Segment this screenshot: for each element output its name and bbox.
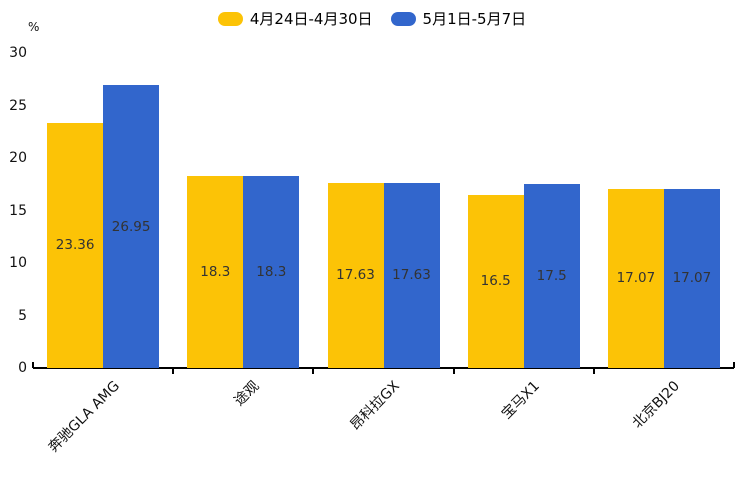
x-axis-tick: [32, 362, 34, 368]
bar-value-label: 17.07: [672, 270, 712, 287]
x-axis-label: 宝马X1: [498, 378, 544, 423]
y-axis-label: 15: [9, 202, 27, 219]
bar-value-label: 17.5: [536, 268, 567, 285]
legend: 4月24日-4月30日 5月1日-5月7日: [0, 8, 744, 29]
y-axis-label: 25: [9, 97, 27, 114]
y-axis-label: 0: [18, 360, 27, 376]
x-axis-line: [33, 367, 734, 369]
bar-value-label: 17.63: [392, 267, 431, 284]
bar-value-label: 17.63: [336, 267, 375, 284]
bar-value-label: 18.3: [256, 263, 287, 280]
legend-label-series2: 5月1日-5月7日: [422, 10, 527, 28]
bar-series1[interactable]: 17.63: [327, 182, 384, 368]
x-axis-label: 奔驰GLA AMG: [45, 378, 123, 456]
bar-series1[interactable]: 18.3: [187, 175, 244, 368]
bar-group: 23.36 26.95: [33, 53, 173, 368]
legend-label-series1: 4月24日-4月30日: [249, 10, 373, 28]
x-axis-label: 昂科拉GX: [347, 378, 403, 434]
x-axis-tick: [733, 362, 735, 368]
x-axis-tick: [592, 369, 595, 374]
bar-value-label: 16.5: [480, 273, 511, 290]
bar-series1[interactable]: 23.36: [47, 122, 104, 368]
bar-group: 17.07 17.07: [594, 53, 734, 368]
bar-value-label: 18.3: [200, 263, 231, 280]
bar-series2[interactable]: 26.95: [103, 85, 160, 368]
x-axis-label: 途观: [231, 378, 263, 410]
bar-value-label: 26.95: [111, 218, 151, 235]
x-axis-tick: [312, 369, 315, 374]
bar-value-label: 17.07: [616, 270, 656, 287]
bar-group: 18.3 18.3: [173, 53, 313, 368]
bar-series2[interactable]: 17.5: [523, 184, 580, 368]
bar-series1[interactable]: 17.07: [607, 188, 664, 368]
legend-item-series2[interactable]: 5月1日-5月7日: [390, 8, 527, 29]
legend-swatch-series2: [390, 11, 416, 26]
bar-series2[interactable]: 17.63: [383, 182, 440, 368]
y-axis-label: 30: [9, 45, 27, 61]
legend-swatch-series1: [217, 11, 243, 26]
bar-series1[interactable]: 16.5: [467, 194, 524, 368]
y-axis-unit-label: %: [28, 20, 40, 34]
x-axis-tick: [172, 369, 175, 374]
legend-item-series1[interactable]: 4月24日-4月30日: [217, 8, 373, 29]
y-axis-label: 10: [9, 255, 27, 271]
plot-area: 0 5 10 15 20 25 30 23.36 26.95 18.3 18.3 17.63 17.63…: [9, 45, 735, 456]
bar-value-label: 23.36: [55, 237, 95, 254]
y-axis-label: 5: [18, 307, 27, 324]
y-axis-label: 20: [9, 150, 27, 166]
bar-group: 16.5 17.5: [454, 53, 594, 368]
bar-series2[interactable]: 17.07: [663, 188, 720, 368]
bar-series2[interactable]: 18.3: [243, 175, 300, 368]
x-axis-label: 北京BJ20: [629, 378, 684, 432]
bars-row: 23.36 26.95 18.3 18.3 17.63 17.63 16.5 17.5 17.0…: [33, 53, 734, 368]
bar-group: 17.63 17.63: [313, 53, 453, 368]
x-axis-tick: [452, 369, 455, 374]
